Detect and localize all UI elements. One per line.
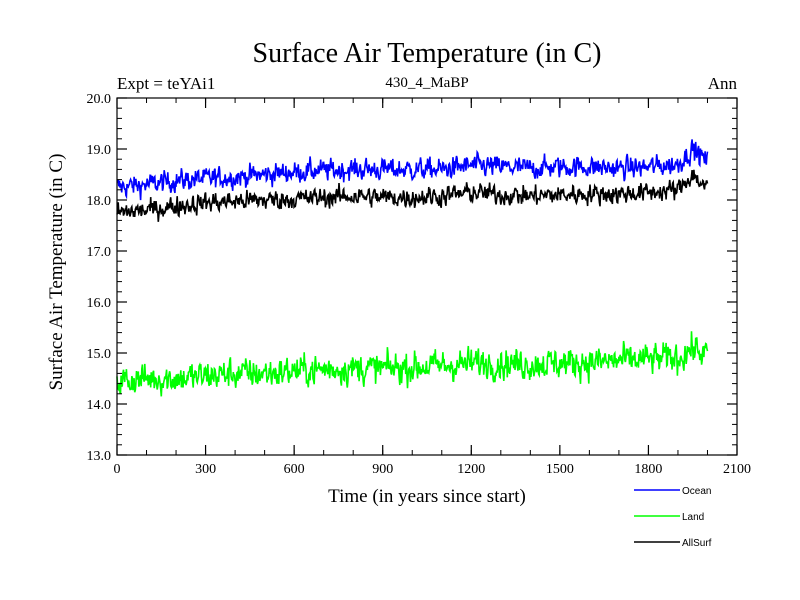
y-tick-label: 16.0 (87, 296, 112, 311)
legend-label-allsurf: AllSurf (682, 538, 712, 549)
y-tick-label: 19.0 (87, 143, 112, 158)
series-line-allsurf (116, 169, 709, 222)
axes-layer: 0 300 600 900 1200 1500 1800 2100 13.0 14.0 15.0 16… (87, 92, 752, 477)
legend: Ocean Land AllSurf (634, 486, 712, 549)
experiment-label: Expt = teYAi1 (117, 74, 215, 93)
y-tick-label: 17.0 (87, 245, 112, 260)
x-tick-label: 0 (114, 462, 121, 477)
x-tick-label: 1200 (457, 462, 485, 477)
x-tick-label: 1800 (634, 462, 662, 477)
y-tick-label: 18.0 (87, 194, 112, 209)
y-tick-label: 14.0 (87, 398, 112, 413)
y-tick-label: 15.0 (87, 347, 112, 362)
y-tick-label: 13.0 (87, 449, 112, 464)
legend-label-ocean: Ocean (682, 486, 711, 497)
chart-title: Surface Air Temperature (in C) (253, 38, 602, 69)
y-tick-label: 20.0 (87, 92, 112, 107)
legend-label-land: Land (682, 512, 704, 523)
period-label: Ann (708, 74, 738, 93)
x-tick-label: 1500 (546, 462, 574, 477)
x-tick-label: 600 (284, 462, 305, 477)
series-layer (116, 139, 709, 397)
x-tick-label: 300 (195, 462, 216, 477)
x-axis-label: Time (in years since start) (328, 486, 526, 507)
series-line-land (116, 331, 709, 397)
x-tick-label: 2100 (723, 462, 751, 477)
y-axis-label: Surface Air Temperature (in C) (46, 154, 67, 391)
scenario-label: 430_4_MaBP (385, 75, 468, 91)
plot-frame (116, 97, 738, 456)
x-tick-label: 900 (372, 462, 393, 477)
series-line-ocean (116, 139, 709, 201)
